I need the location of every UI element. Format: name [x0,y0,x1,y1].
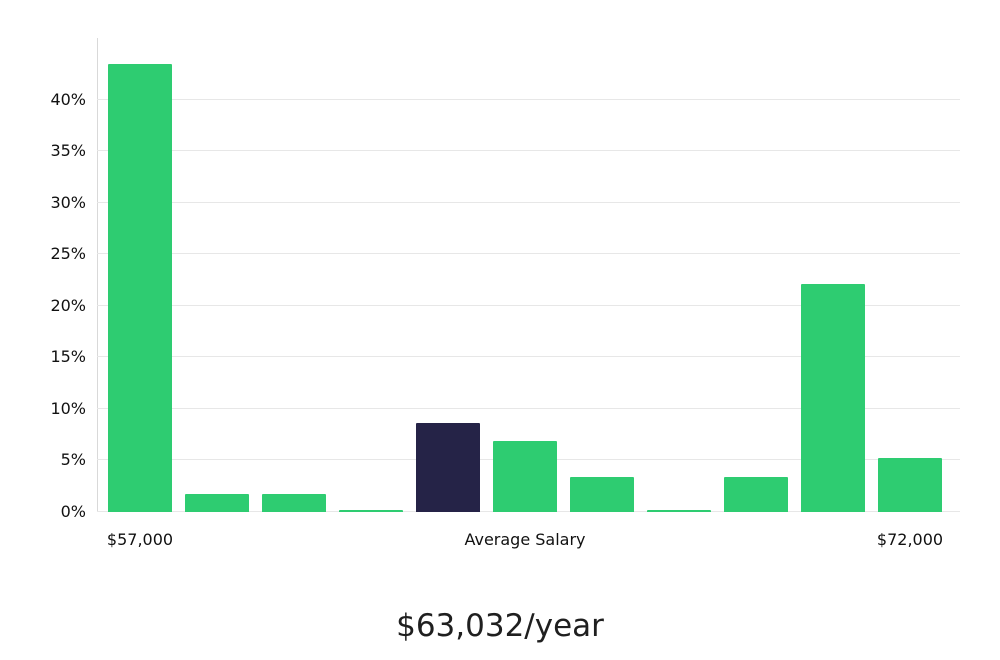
y-axis-tick-label: 5% [60,450,86,470]
gridline [97,201,960,203]
x-axis-label: $57,000 [106,530,174,549]
y-axis-tick-label: 25% [50,244,86,264]
chart-title: $63,032/year [396,608,604,644]
y-axis-tick-label: 0% [60,502,86,521]
x-axis-label: Average Salary [464,530,586,549]
y-axis-line [97,38,98,512]
gridline [97,407,960,409]
gridline [97,356,960,358]
bar-average-salary [416,423,480,512]
gridline [97,150,960,152]
y-axis-tick-label: 15% [50,347,86,367]
gridline [97,304,960,306]
y-axis-tick-label: 35% [50,141,86,161]
y-axis-tick-label: 10% [50,398,86,418]
x-axis-label: $72,000 [876,530,944,549]
bar [185,494,249,512]
bar [878,458,942,512]
y-axis-tick-label: 40% [50,89,86,109]
bar [108,63,172,512]
bar [262,494,326,512]
y-axis-tick-label: 30% [50,192,86,212]
bar [647,509,711,512]
gridline [97,253,960,255]
bar [493,440,557,512]
bar [724,476,788,512]
plot-area [97,38,960,512]
gridline [97,98,960,100]
bar [801,284,865,512]
bar [570,476,634,512]
bar [339,509,403,512]
y-axis-tick-label: 20% [50,295,86,315]
